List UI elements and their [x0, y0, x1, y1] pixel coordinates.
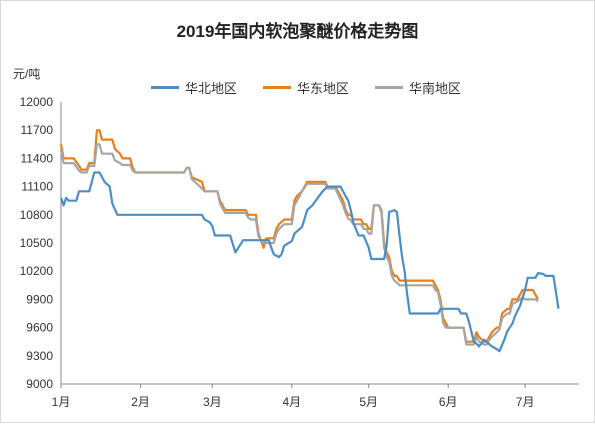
series-lines — [59, 129, 560, 353]
y-tick-label: 9600 — [26, 321, 53, 335]
legend-item-north: 华北地区 — [151, 78, 237, 97]
legend-item-south: 华南地区 — [375, 78, 461, 97]
y-tick-label: 11100 — [21, 180, 53, 194]
legend-swatch-north — [151, 86, 179, 89]
legend-swatch-east — [263, 86, 292, 89]
legend-label-east: 华东地区 — [297, 81, 350, 96]
x-tick-labels: 1月 2月 3月 4月 5月 6月 7月 — [52, 384, 535, 409]
series-line-north — [59, 171, 560, 353]
legend-item-east: 华东地区 — [263, 78, 349, 97]
legend-swatch-south — [375, 86, 404, 89]
y-axis-unit-label: 元/吨 — [13, 67, 41, 81]
x-tick-label: 5月 — [359, 395, 378, 409]
y-tick-label: 11700 — [21, 123, 54, 137]
series-line-south — [59, 143, 539, 346]
x-tick-label: 4月 — [282, 395, 301, 409]
y-tick-label: 12000 — [20, 95, 54, 109]
x-tick-label: 6月 — [439, 395, 458, 409]
series-line-east — [59, 129, 539, 343]
x-tick-label: 3月 — [203, 395, 222, 409]
y-tick-label: 10200 — [20, 264, 54, 278]
y-tick-label: 10800 — [20, 208, 54, 222]
y-tick-labels: 9000 9300 9600 9900 10200 10500 10800 11100 1140… — [20, 95, 54, 391]
y-tick-label: 11400 — [21, 151, 54, 165]
x-tick-label: 7月 — [516, 395, 535, 409]
y-tick-label: 10500 — [20, 236, 54, 250]
legend-label-south: 华南地区 — [409, 81, 462, 96]
legend: 华北地区 华东地区 华南地区 — [151, 78, 461, 97]
chart-title: 2019年国内软泡聚醚价格走势图 — [176, 22, 419, 41]
y-tick-label: 9300 — [26, 349, 53, 363]
y-tick-label: 9000 — [26, 377, 53, 391]
legend-label-north: 华北地区 — [185, 81, 238, 96]
x-tick-label: 1月 — [52, 395, 71, 409]
x-tick-label: 2月 — [131, 395, 150, 409]
y-tick-label: 9900 — [26, 292, 53, 306]
